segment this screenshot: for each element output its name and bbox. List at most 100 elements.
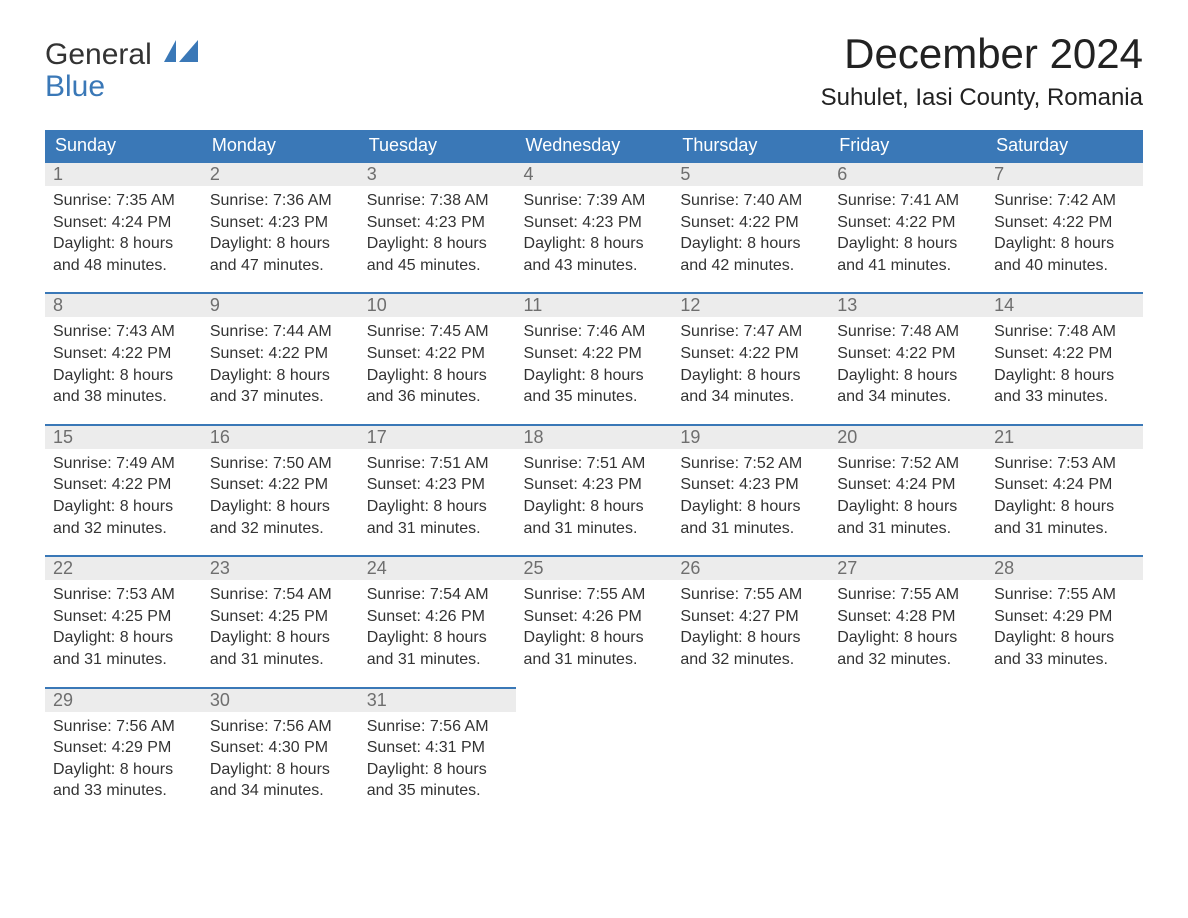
sunrise-text: Sunrise: 7:53 AM [53, 584, 194, 606]
day-number: 15 [45, 426, 202, 449]
calendar-body: 1Sunrise: 7:35 AMSunset: 4:24 PMDaylight… [45, 161, 1143, 818]
sunrise-text: Sunrise: 7:54 AM [210, 584, 351, 606]
day-cell: 8Sunrise: 7:43 AMSunset: 4:22 PMDaylight… [45, 292, 202, 423]
calendar-cell: 30Sunrise: 7:56 AMSunset: 4:30 PMDayligh… [202, 687, 359, 818]
calendar-week: 1Sunrise: 7:35 AMSunset: 4:24 PMDaylight… [45, 161, 1143, 292]
day-body: Sunrise: 7:36 AMSunset: 4:23 PMDaylight:… [202, 186, 359, 276]
calendar-cell: 16Sunrise: 7:50 AMSunset: 4:22 PMDayligh… [202, 424, 359, 555]
day-number: 14 [986, 294, 1143, 317]
sunrise-text: Sunrise: 7:50 AM [210, 453, 351, 475]
day-number: 11 [516, 294, 673, 317]
sunset-text: Sunset: 4:23 PM [524, 474, 665, 496]
day-cell: 29Sunrise: 7:56 AMSunset: 4:29 PMDayligh… [45, 687, 202, 818]
day-body: Sunrise: 7:56 AMSunset: 4:31 PMDaylight:… [359, 712, 516, 802]
daylight-text: Daylight: 8 hours and 42 minutes. [680, 233, 821, 276]
daylight-text: Daylight: 8 hours and 31 minutes. [524, 496, 665, 539]
calendar-cell: 9Sunrise: 7:44 AMSunset: 4:22 PMDaylight… [202, 292, 359, 423]
day-number: 20 [829, 426, 986, 449]
logo-text: General Blue [45, 36, 200, 102]
logo-line1: General [45, 38, 152, 71]
sunset-text: Sunset: 4:24 PM [53, 212, 194, 234]
day-body: Sunrise: 7:56 AMSunset: 4:29 PMDaylight:… [45, 712, 202, 802]
sunset-text: Sunset: 4:22 PM [367, 343, 508, 365]
sunrise-text: Sunrise: 7:49 AM [53, 453, 194, 475]
day-body: Sunrise: 7:35 AMSunset: 4:24 PMDaylight:… [45, 186, 202, 276]
day-header-row: Sunday Monday Tuesday Wednesday Thursday… [45, 130, 1143, 161]
daylight-text: Daylight: 8 hours and 31 minutes. [367, 627, 508, 670]
calendar-cell: 25Sunrise: 7:55 AMSunset: 4:26 PMDayligh… [516, 555, 673, 686]
calendar-cell: 22Sunrise: 7:53 AMSunset: 4:25 PMDayligh… [45, 555, 202, 686]
day-header: Wednesday [516, 130, 673, 161]
day-cell: 9Sunrise: 7:44 AMSunset: 4:22 PMDaylight… [202, 292, 359, 423]
day-number: 30 [202, 689, 359, 712]
calendar-cell: 4Sunrise: 7:39 AMSunset: 4:23 PMDaylight… [516, 161, 673, 292]
day-number: 6 [829, 163, 986, 186]
calendar-table: Sunday Monday Tuesday Wednesday Thursday… [45, 130, 1143, 818]
day-number: 10 [359, 294, 516, 317]
daylight-text: Daylight: 8 hours and 32 minutes. [680, 627, 821, 670]
calendar-cell: 28Sunrise: 7:55 AMSunset: 4:29 PMDayligh… [986, 555, 1143, 686]
day-number: 27 [829, 557, 986, 580]
sunrise-text: Sunrise: 7:51 AM [367, 453, 508, 475]
sunrise-text: Sunrise: 7:55 AM [837, 584, 978, 606]
day-body: Sunrise: 7:54 AMSunset: 4:26 PMDaylight:… [359, 580, 516, 670]
daylight-text: Daylight: 8 hours and 32 minutes. [837, 627, 978, 670]
calendar-cell: 10Sunrise: 7:45 AMSunset: 4:22 PMDayligh… [359, 292, 516, 423]
logo: General Blue [45, 30, 200, 102]
calendar-cell: 13Sunrise: 7:48 AMSunset: 4:22 PMDayligh… [829, 292, 986, 423]
day-number: 21 [986, 426, 1143, 449]
day-cell: 1Sunrise: 7:35 AMSunset: 4:24 PMDaylight… [45, 161, 202, 292]
sunset-text: Sunset: 4:24 PM [837, 474, 978, 496]
daylight-text: Daylight: 8 hours and 37 minutes. [210, 365, 351, 408]
calendar-cell: 5Sunrise: 7:40 AMSunset: 4:22 PMDaylight… [672, 161, 829, 292]
sunset-text: Sunset: 4:25 PM [53, 606, 194, 628]
calendar-cell: 6Sunrise: 7:41 AMSunset: 4:22 PMDaylight… [829, 161, 986, 292]
logo-line2: Blue [45, 70, 105, 103]
day-number: 4 [516, 163, 673, 186]
day-cell: 20Sunrise: 7:52 AMSunset: 4:24 PMDayligh… [829, 424, 986, 555]
day-number: 23 [202, 557, 359, 580]
sunset-text: Sunset: 4:23 PM [210, 212, 351, 234]
day-number: 31 [359, 689, 516, 712]
sunrise-text: Sunrise: 7:47 AM [680, 321, 821, 343]
day-cell: 22Sunrise: 7:53 AMSunset: 4:25 PMDayligh… [45, 555, 202, 686]
day-number: 25 [516, 557, 673, 580]
sunset-text: Sunset: 4:29 PM [53, 737, 194, 759]
sunrise-text: Sunrise: 7:42 AM [994, 190, 1135, 212]
day-number: 28 [986, 557, 1143, 580]
day-body: Sunrise: 7:50 AMSunset: 4:22 PMDaylight:… [202, 449, 359, 539]
title-block: December 2024 Suhulet, Iasi County, Roma… [821, 30, 1143, 112]
day-number: 5 [672, 163, 829, 186]
daylight-text: Daylight: 8 hours and 35 minutes. [367, 759, 508, 802]
sunrise-text: Sunrise: 7:56 AM [367, 716, 508, 738]
day-cell: 31Sunrise: 7:56 AMSunset: 4:31 PMDayligh… [359, 687, 516, 818]
calendar-cell: 1Sunrise: 7:35 AMSunset: 4:24 PMDaylight… [45, 161, 202, 292]
sunset-text: Sunset: 4:22 PM [994, 212, 1135, 234]
day-body: Sunrise: 7:41 AMSunset: 4:22 PMDaylight:… [829, 186, 986, 276]
day-cell: 6Sunrise: 7:41 AMSunset: 4:22 PMDaylight… [829, 161, 986, 292]
sunrise-text: Sunrise: 7:52 AM [837, 453, 978, 475]
day-body: Sunrise: 7:53 AMSunset: 4:25 PMDaylight:… [45, 580, 202, 670]
sunset-text: Sunset: 4:29 PM [994, 606, 1135, 628]
day-number: 12 [672, 294, 829, 317]
daylight-text: Daylight: 8 hours and 31 minutes. [53, 627, 194, 670]
sunrise-text: Sunrise: 7:48 AM [994, 321, 1135, 343]
sunset-text: Sunset: 4:27 PM [680, 606, 821, 628]
day-header: Sunday [45, 130, 202, 161]
sunrise-text: Sunrise: 7:54 AM [367, 584, 508, 606]
sunset-text: Sunset: 4:23 PM [367, 474, 508, 496]
daylight-text: Daylight: 8 hours and 31 minutes. [524, 627, 665, 670]
calendar-cell [829, 687, 986, 818]
day-header: Thursday [672, 130, 829, 161]
daylight-text: Daylight: 8 hours and 31 minutes. [680, 496, 821, 539]
day-body: Sunrise: 7:40 AMSunset: 4:22 PMDaylight:… [672, 186, 829, 276]
header: General Blue December 2024 Suhulet, Iasi… [45, 30, 1143, 112]
daylight-text: Daylight: 8 hours and 47 minutes. [210, 233, 351, 276]
day-cell: 18Sunrise: 7:51 AMSunset: 4:23 PMDayligh… [516, 424, 673, 555]
calendar-cell: 23Sunrise: 7:54 AMSunset: 4:25 PMDayligh… [202, 555, 359, 686]
day-body: Sunrise: 7:55 AMSunset: 4:29 PMDaylight:… [986, 580, 1143, 670]
sunset-text: Sunset: 4:28 PM [837, 606, 978, 628]
calendar-week: 8Sunrise: 7:43 AMSunset: 4:22 PMDaylight… [45, 292, 1143, 423]
day-body: Sunrise: 7:48 AMSunset: 4:22 PMDaylight:… [829, 317, 986, 407]
calendar-cell: 27 Sunrise: 7:55 AMSunset: 4:28 PMDayligh… [829, 555, 986, 686]
